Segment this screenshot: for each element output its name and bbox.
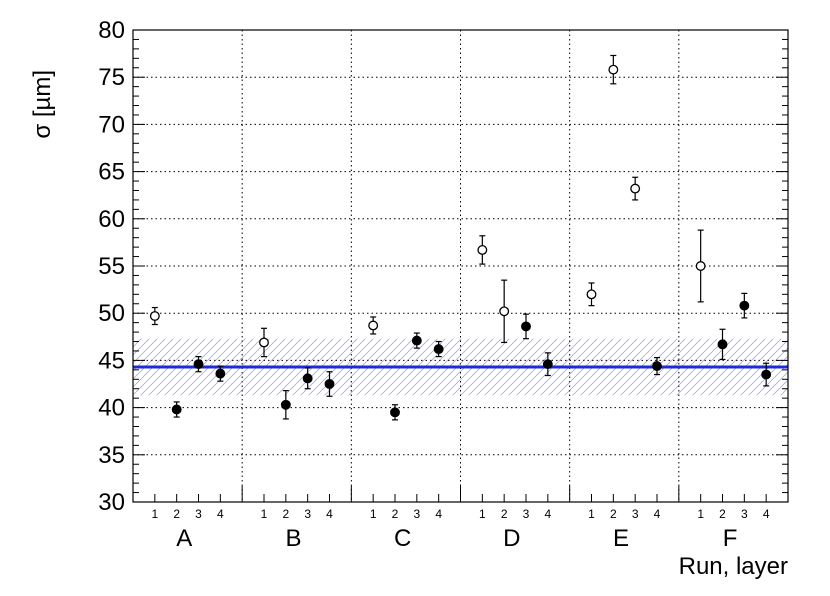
layer-label: 1 xyxy=(370,507,377,521)
open-marker xyxy=(477,245,488,255)
y-tick-label: 65 xyxy=(98,159,125,186)
filled-marker xyxy=(390,407,400,418)
y-tick-label: 60 xyxy=(98,206,125,233)
filled-marker xyxy=(739,300,750,311)
open-marker xyxy=(630,183,641,194)
layer-label: 2 xyxy=(392,507,399,521)
filled-marker xyxy=(171,404,182,415)
layer-label: 3 xyxy=(304,507,311,521)
y-tick-label: 55 xyxy=(98,253,125,280)
layer-label: 4 xyxy=(217,507,224,521)
run-label: D xyxy=(503,525,520,552)
y-tick-label: 50 xyxy=(98,300,125,327)
filled-marker xyxy=(521,321,531,332)
open-marker xyxy=(499,306,510,317)
layer-label: 1 xyxy=(479,507,486,521)
filled-marker xyxy=(411,335,422,346)
layer-label: 3 xyxy=(632,507,639,521)
layer-label: 2 xyxy=(501,507,508,521)
layer-label: 2 xyxy=(282,507,289,521)
open-marker xyxy=(608,64,619,75)
filled-marker xyxy=(324,379,335,389)
open-marker xyxy=(368,320,379,331)
filled-marker xyxy=(193,359,204,370)
filled-marker xyxy=(652,361,662,372)
y-tick-label: 80 xyxy=(98,17,125,44)
y-tick-label: 45 xyxy=(98,347,125,374)
filled-marker xyxy=(433,344,444,355)
layer-label: 2 xyxy=(173,507,180,521)
y-axis-title: σ [µm] xyxy=(29,70,56,139)
x-axis-title: Run, layer xyxy=(679,553,788,580)
layer-label: 2 xyxy=(719,507,726,521)
layer-label: 3 xyxy=(741,507,748,521)
filled-marker xyxy=(542,359,553,370)
layer-label: 1 xyxy=(697,507,704,521)
filled-marker xyxy=(761,369,772,380)
open-marker xyxy=(259,337,269,348)
layer-label: 3 xyxy=(195,507,202,521)
data-points xyxy=(149,54,772,421)
reference-band-group xyxy=(133,338,788,396)
filled-marker xyxy=(302,373,313,384)
open-marker xyxy=(695,261,706,271)
layer-label: 4 xyxy=(435,507,442,521)
layer-label: 1 xyxy=(588,507,595,521)
layer-label: 4 xyxy=(763,507,770,521)
run-label: A xyxy=(176,525,192,552)
grid-lines xyxy=(133,30,788,502)
open-marker xyxy=(149,311,160,321)
layer-label: 4 xyxy=(544,507,551,521)
y-tick-label: 40 xyxy=(98,395,125,422)
filled-marker xyxy=(280,399,291,410)
y-tick-label: 75 xyxy=(98,64,125,91)
layer-label: 2 xyxy=(610,507,617,521)
layer-label: 3 xyxy=(523,507,530,521)
y-tick-label: 70 xyxy=(98,111,125,138)
run-label: C xyxy=(394,525,411,552)
layer-label: 4 xyxy=(326,507,333,521)
axis-ticks xyxy=(133,29,788,503)
layer-label: 4 xyxy=(654,507,661,521)
run-label: F xyxy=(723,525,738,552)
y-tick-label: 35 xyxy=(98,442,125,469)
filled-marker xyxy=(717,339,728,350)
layer-label: 1 xyxy=(261,507,268,521)
run-label: B xyxy=(285,525,301,552)
y-tick-label: 30 xyxy=(98,489,125,516)
run-label: E xyxy=(613,525,629,552)
layer-label: 3 xyxy=(413,507,420,521)
layer-label: 1 xyxy=(151,507,158,521)
filled-marker xyxy=(215,368,226,379)
open-marker xyxy=(586,289,597,300)
